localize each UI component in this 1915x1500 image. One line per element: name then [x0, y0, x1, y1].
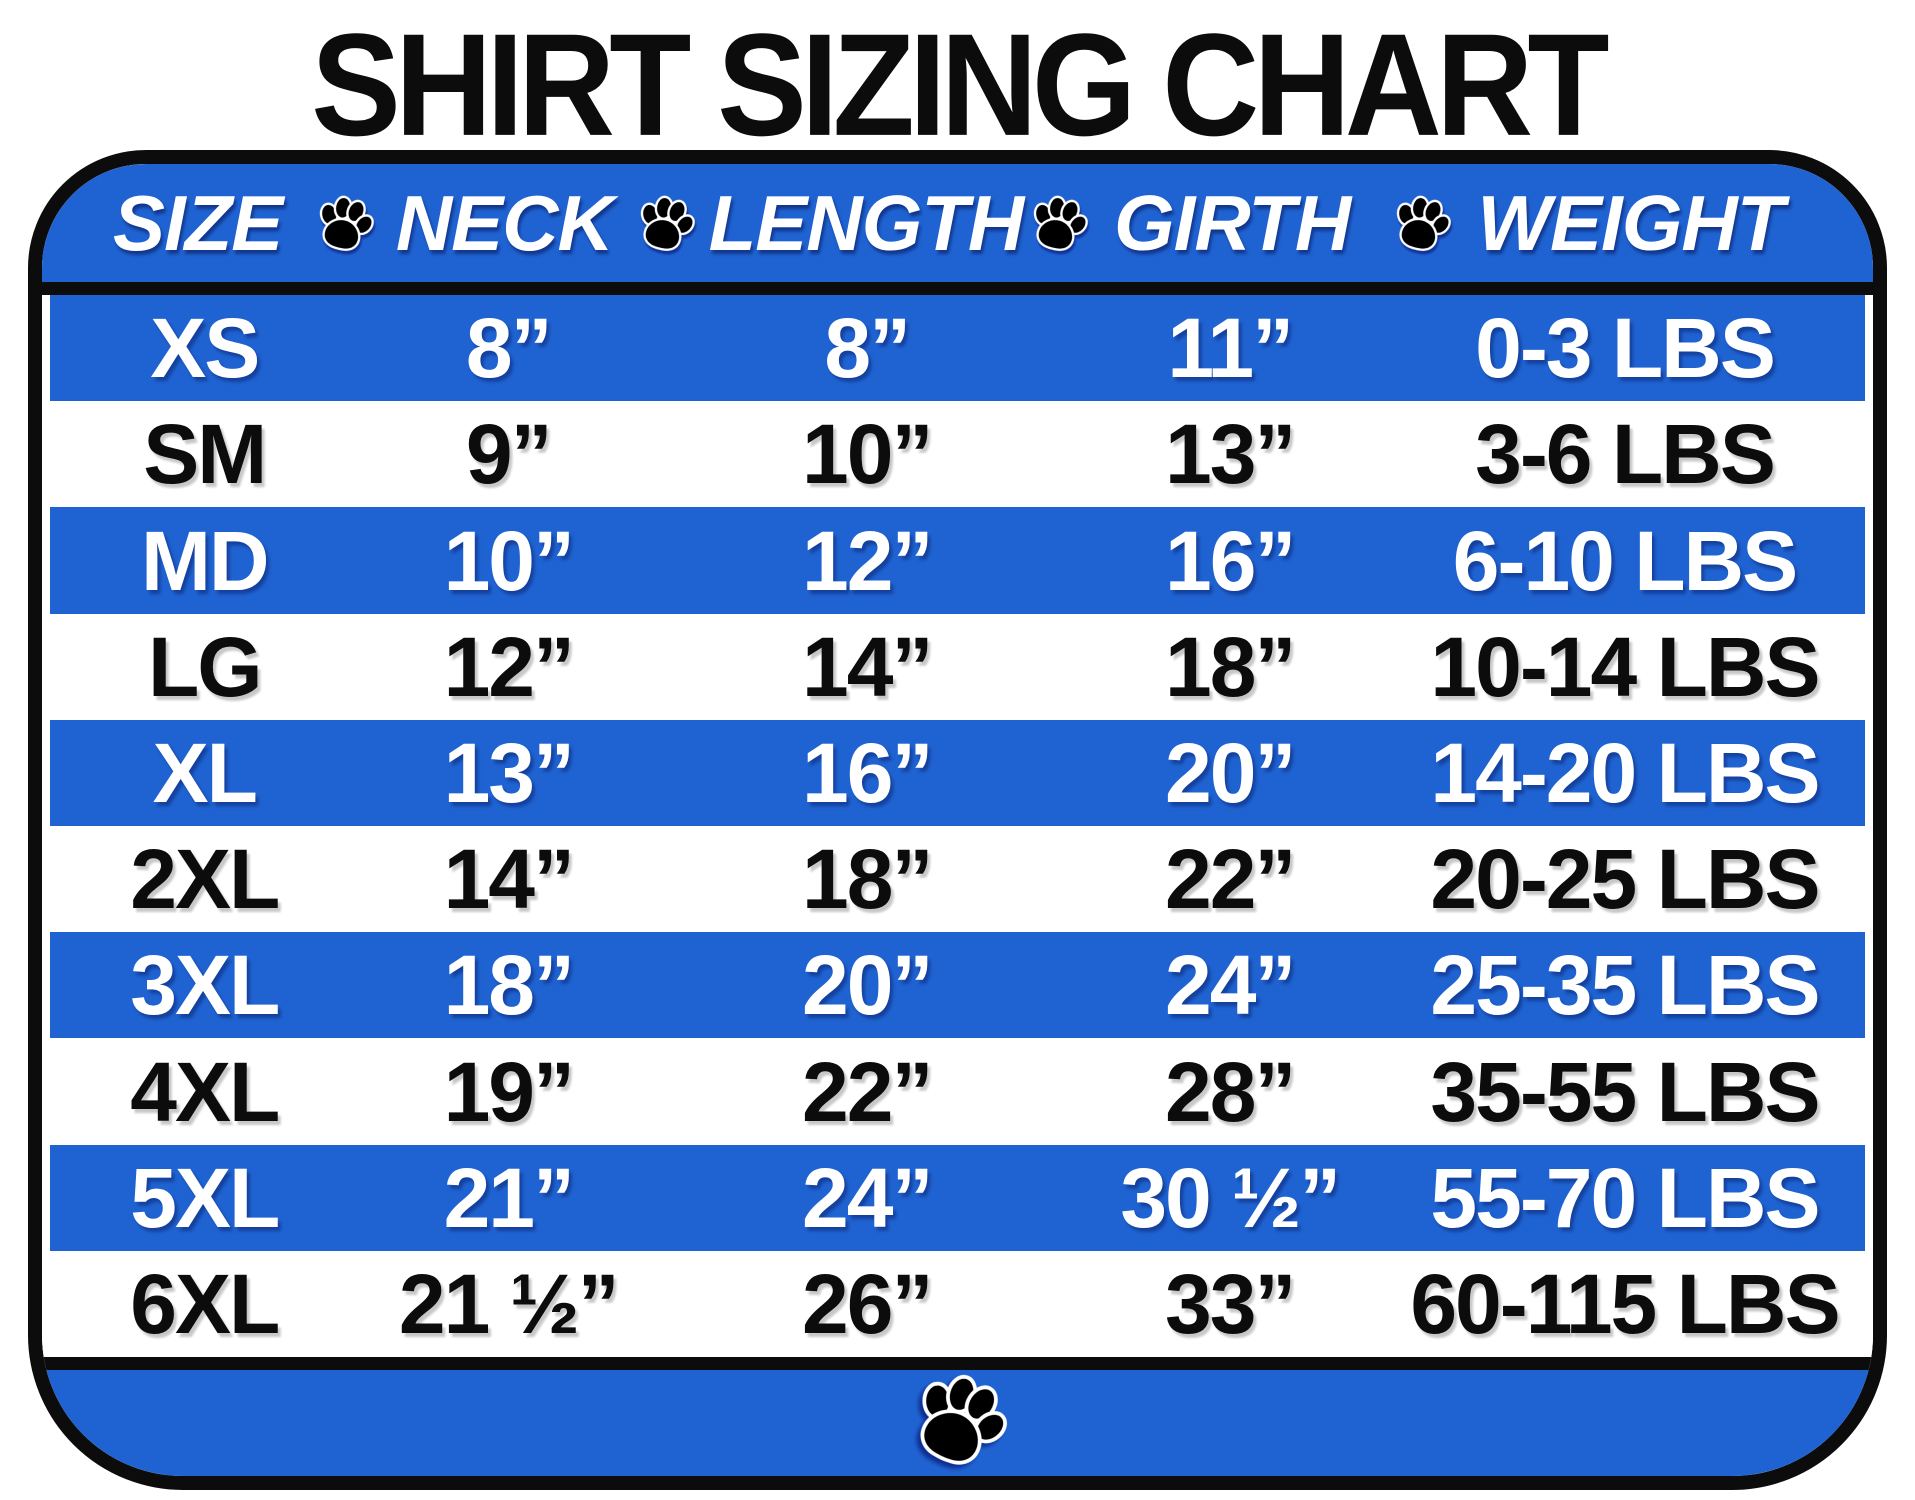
table-row-2xl: 2XL 14” 18” 22” 20-25 LBS: [50, 826, 1865, 933]
page-title: SHIRT SIZING CHART: [311, 2, 1609, 167]
column-header-weight: WEIGHT: [1477, 179, 1784, 267]
cell-length: 22”: [802, 1044, 933, 1139]
cell-length: 12”: [802, 513, 933, 608]
cell-size: 3XL: [130, 938, 280, 1033]
table-row-3xl: 3XL 18” 20” 24” 25-35 LBS: [50, 932, 1865, 1039]
table-body: XS 8” 8” 11” 0-3 LBS SM 9” 10” 13” 3-6 L…: [42, 295, 1873, 1358]
table-row-xl: XL 13” 16” 20” 14-20 LBS: [50, 719, 1865, 827]
cell-weight: 10-14 LBS: [1430, 619, 1820, 714]
table-row-lg: LG 12” 14” 18” 10-14 LBS: [50, 613, 1865, 720]
cell-size: XS: [150, 301, 260, 396]
sizing-table: SIZE NECK LENGTH GIRTH WEIGHT XS 8” 8” 1…: [28, 150, 1887, 1490]
cell-neck: 9”: [465, 407, 553, 502]
cell-neck: 10”: [443, 513, 575, 608]
cell-girth: 28”: [1165, 1044, 1296, 1139]
column-header-size: SIZE: [112, 179, 283, 267]
table-row-4xl: 4XL 19” 22” 28” 35-55 LBS: [50, 1038, 1865, 1145]
cell-size: 6XL: [130, 1256, 280, 1351]
cell-girth: 20”: [1165, 725, 1296, 820]
cell-length: 16”: [802, 725, 933, 820]
cell-size: 2XL: [130, 832, 280, 927]
footer-divider: [42, 1357, 1873, 1370]
cell-size: MD: [140, 513, 270, 608]
cell-length: 8”: [824, 301, 911, 396]
cell-length: 24”: [802, 1150, 933, 1245]
cell-weight: 6-10 LBS: [1452, 513, 1798, 608]
cell-neck: 8”: [465, 301, 553, 396]
cell-length: 18”: [802, 832, 933, 927]
cell-size: 5XL: [130, 1150, 280, 1245]
table-footer: [42, 1370, 1873, 1476]
table-row-md: MD 10” 12” 16” 6-10 LBS: [50, 507, 1865, 614]
column-header-girth: GIRTH: [1114, 179, 1351, 267]
cell-weight: 25-35 LBS: [1430, 938, 1820, 1033]
cell-neck: 21 ½”: [398, 1256, 620, 1351]
cell-weight: 60-115 LBS: [1410, 1256, 1840, 1351]
header-divider: [42, 282, 1873, 295]
cell-size: SM: [143, 407, 267, 502]
cell-girth: 16”: [1165, 513, 1296, 608]
cell-neck: 18”: [443, 938, 575, 1033]
cell-girth: 13”: [1165, 407, 1296, 502]
cell-weight: 0-3 LBS: [1475, 301, 1776, 396]
cell-girth: 33”: [1165, 1256, 1296, 1351]
table-row-xs: XS 8” 8” 11” 0-3 LBS: [50, 295, 1865, 402]
table-row-sm: SM 9” 10” 13” 3-6 LBS: [50, 401, 1865, 508]
cell-girth: 18”: [1165, 619, 1296, 714]
cell-size: XL: [152, 725, 258, 820]
cell-weight: 35-55 LBS: [1430, 1044, 1820, 1139]
cell-length: 14”: [802, 619, 933, 714]
cell-size: 4XL: [130, 1044, 280, 1139]
cell-weight: 14-20 LBS: [1430, 725, 1820, 820]
table-header-row: SIZE NECK LENGTH GIRTH WEIGHT: [42, 164, 1873, 282]
paw-icon: [889, 1354, 1026, 1490]
cell-girth: 24”: [1165, 938, 1296, 1033]
cell-length: 20”: [802, 938, 933, 1033]
table-row-6xl: 6XL 21 ½” 26” 33” 60-115 LBS: [50, 1250, 1865, 1358]
cell-girth: 30 ½”: [1120, 1150, 1341, 1245]
cell-neck: 21”: [443, 1150, 575, 1245]
cell-neck: 19”: [443, 1044, 575, 1139]
cell-weight: 3-6 LBS: [1475, 407, 1776, 502]
cell-neck: 13”: [443, 725, 575, 820]
cell-length: 26”: [802, 1256, 933, 1351]
table-row-5xl: 5XL 21” 24” 30 ½” 55-70 LBS: [50, 1144, 1865, 1251]
column-header-neck: NECK: [395, 179, 614, 267]
cell-length: 10”: [802, 407, 933, 502]
cell-girth: 22”: [1165, 832, 1296, 927]
cell-weight: 55-70 LBS: [1430, 1150, 1820, 1245]
cell-girth: 11”: [1167, 301, 1294, 396]
column-header-length: LENGTH: [708, 179, 1025, 267]
cell-size: LG: [147, 619, 263, 714]
cell-neck: 12”: [443, 619, 575, 714]
cell-neck: 14”: [443, 832, 575, 927]
cell-weight: 20-25 LBS: [1430, 832, 1820, 927]
